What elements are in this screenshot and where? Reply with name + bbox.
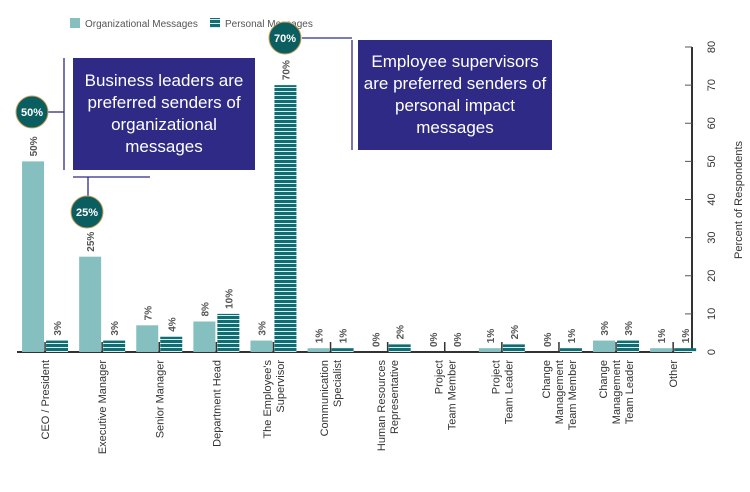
bar-personal xyxy=(217,313,240,352)
bar-organizational xyxy=(478,348,501,352)
data-label: 3% xyxy=(624,321,635,336)
data-label: 1% xyxy=(486,329,497,344)
legend-label: Personal Messages xyxy=(225,19,313,30)
bar-organizational xyxy=(79,256,102,352)
callout-business-leaders: Business leaders are preferred senders o… xyxy=(73,58,255,170)
bar-personal xyxy=(617,340,640,352)
data-label: 1% xyxy=(681,329,692,344)
category-label: Management xyxy=(611,360,623,424)
bar-personal xyxy=(46,340,69,352)
data-label: 1% xyxy=(339,329,350,344)
highlight-badge-label: 70% xyxy=(274,33,296,45)
data-label: 2% xyxy=(510,325,521,340)
category-label: Specialist xyxy=(332,360,344,407)
category-label: Supervisor xyxy=(275,360,287,413)
y-tick-label: 80 xyxy=(706,41,718,53)
category-label: Management xyxy=(554,360,566,424)
category-label: Department Head xyxy=(211,360,223,447)
y-tick-label: 30 xyxy=(706,232,718,244)
y-axis-title: Percent of Respondents xyxy=(733,140,745,259)
category-label: Other xyxy=(668,360,680,388)
callout-employee-supervisors: Employee supervisors are preferred sende… xyxy=(358,40,552,150)
data-label: 70% xyxy=(281,60,292,80)
y-tick-label: 20 xyxy=(706,270,718,282)
data-label: 7% xyxy=(143,306,154,321)
highlight-badge-label: 25% xyxy=(76,207,98,219)
bar-organizational xyxy=(593,340,616,352)
data-label: 3% xyxy=(110,321,121,336)
y-tick-label: 0 xyxy=(706,349,718,355)
category-label: Change xyxy=(598,360,610,399)
data-label: 2% xyxy=(396,325,407,340)
bar-personal xyxy=(674,348,697,352)
bar-personal xyxy=(331,348,354,352)
category-label: Team Leader xyxy=(503,360,515,425)
category-label: Project xyxy=(433,360,445,394)
legend-label: Organizational Messages xyxy=(85,19,198,30)
data-label: 10% xyxy=(224,289,235,309)
bar-personal xyxy=(274,85,297,352)
data-label: 4% xyxy=(167,317,178,332)
category-label: Team Member xyxy=(446,360,458,431)
legend-swatch xyxy=(210,18,220,28)
data-label: 3% xyxy=(600,321,611,336)
category-label: CEO / President xyxy=(40,360,52,439)
y-tick-label: 10 xyxy=(706,308,718,320)
category-label: Human Resources xyxy=(376,360,388,452)
data-label: 0% xyxy=(543,332,554,347)
y-tick-label: 50 xyxy=(706,155,718,167)
data-label: 0% xyxy=(429,332,440,347)
y-tick-label: 60 xyxy=(706,117,718,129)
y-tick-label: 70 xyxy=(706,79,718,91)
data-label: 8% xyxy=(200,302,211,317)
data-label: 0% xyxy=(372,332,383,347)
data-label: 1% xyxy=(315,329,326,344)
bar-organizational xyxy=(193,321,216,352)
bar-organizational xyxy=(250,340,273,352)
data-label: 1% xyxy=(567,329,578,344)
data-label: 3% xyxy=(53,321,64,336)
data-label: 0% xyxy=(453,332,464,347)
data-label: 3% xyxy=(257,321,268,336)
data-label: 50% xyxy=(29,136,40,156)
highlight-badge xyxy=(15,95,49,129)
bar-organizational xyxy=(650,348,673,352)
category-label: Project xyxy=(490,360,502,394)
bar-organizational xyxy=(22,161,45,352)
category-label: Senior Manager xyxy=(154,360,166,439)
highlight-badge xyxy=(70,195,104,229)
highlight-badge-label: 50% xyxy=(21,107,43,119)
category-label: Team Member xyxy=(567,360,579,431)
highlight-badge xyxy=(268,21,302,55)
bar-personal xyxy=(559,348,582,352)
category-label: Change xyxy=(541,360,553,399)
y-tick-label: 40 xyxy=(706,193,718,205)
bar-personal xyxy=(103,340,126,352)
data-label: 1% xyxy=(657,329,668,344)
category-label: Team Leader xyxy=(624,360,636,425)
bar-personal xyxy=(160,336,183,352)
data-label: 25% xyxy=(86,232,97,252)
category-label: Communication xyxy=(319,360,331,436)
category-label: Executive Manager xyxy=(97,360,109,454)
category-label: Representative xyxy=(389,360,401,434)
category-label: The Employee's xyxy=(262,360,274,439)
bar-personal xyxy=(502,344,525,352)
bar-personal xyxy=(388,344,411,352)
bar-organizational xyxy=(136,325,159,352)
bar-organizational xyxy=(307,348,330,352)
legend-swatch xyxy=(70,18,80,28)
